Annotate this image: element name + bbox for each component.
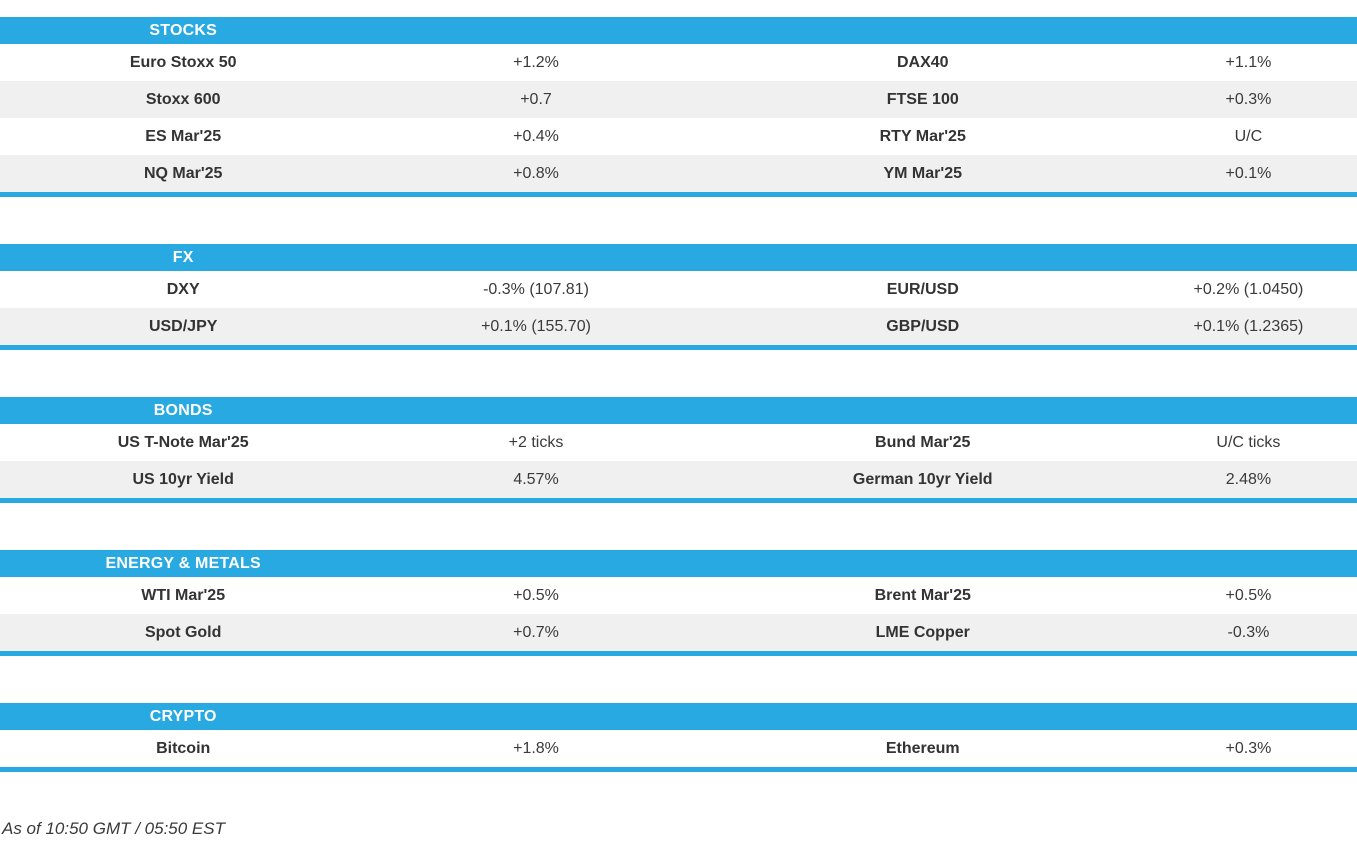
- instrument-value: +0.1% (155.70): [481, 317, 591, 335]
- instrument-label: Euro Stoxx 50: [129, 53, 237, 71]
- instrument-label: GBP/USD: [886, 317, 960, 335]
- instrument-label: DAX40: [896, 53, 949, 71]
- instrument-value: -0.3%: [1227, 623, 1270, 641]
- instrument-value: +0.5%: [1225, 586, 1272, 604]
- table-row: USD/JPY +0.1% (155.70) GBP/USD +0.1% (1.…: [0, 308, 1357, 345]
- instrument-label: Brent Mar'25: [874, 586, 971, 604]
- instrument-label: EUR/USD: [886, 280, 959, 298]
- instrument-value: U/C ticks: [1216, 433, 1281, 451]
- section-header-fx: FX: [0, 244, 1357, 271]
- section-header-energy-metals: ENERGY & METALS: [0, 550, 1357, 577]
- table-row: Stoxx 600 +0.7 FTSE 100 +0.3%: [0, 81, 1357, 118]
- section-underline: [0, 345, 1357, 350]
- table-row: NQ Mar'25 +0.8% YM Mar'25 +0.1%: [0, 155, 1357, 192]
- instrument-value: +0.5%: [513, 586, 559, 604]
- instrument-value: -0.3% (107.81): [483, 280, 589, 298]
- instrument-label: Bund Mar'25: [875, 433, 971, 451]
- section-stocks: STOCKS Euro Stoxx 50 +1.2% DAX40 +1.1% S…: [0, 17, 1357, 197]
- table-row: Bitcoin +1.8% Ethereum +0.3%: [0, 730, 1357, 767]
- section-fx: FX DXY -0.3% (107.81) EUR/USD +0.2% (1.0…: [0, 244, 1357, 350]
- instrument-value: +1.8%: [513, 739, 559, 757]
- section-underline: [0, 651, 1357, 656]
- instrument-value: +0.7: [520, 90, 552, 108]
- instrument-value: +0.2% (1.0450): [1193, 280, 1304, 298]
- table-row: WTI Mar'25 +0.5% Brent Mar'25 +0.5%: [0, 577, 1357, 614]
- instrument-value: +0.7%: [513, 623, 559, 641]
- section-underline: [0, 192, 1357, 197]
- instrument-label: USD/JPY: [148, 317, 218, 335]
- instrument-value: +0.3%: [1225, 739, 1272, 757]
- instrument-label: NQ Mar'25: [143, 164, 223, 182]
- instrument-label: Stoxx 600: [145, 90, 221, 108]
- instrument-value: +0.8%: [513, 164, 559, 182]
- timestamp-note: As of 10:50 GMT / 05:50 EST: [2, 819, 225, 838]
- table-row: ES Mar'25 +0.4% RTY Mar'25 U/C: [0, 118, 1357, 155]
- section-header-bonds: BONDS: [0, 397, 1357, 424]
- instrument-label: DXY: [166, 280, 200, 298]
- table-row: US T-Note Mar'25 +2 ticks Bund Mar'25 U/…: [0, 424, 1357, 461]
- section-header-crypto: CRYPTO: [0, 703, 1357, 730]
- instrument-label: US T-Note Mar'25: [117, 433, 249, 451]
- instrument-label: WTI Mar'25: [141, 586, 226, 604]
- instrument-label: US 10yr Yield: [132, 470, 234, 488]
- section-title: STOCKS: [149, 21, 217, 39]
- instrument-value: +1.2%: [513, 53, 559, 71]
- instrument-value: U/C: [1234, 127, 1263, 145]
- section-header-stocks: STOCKS: [0, 17, 1357, 44]
- instrument-value: +0.1%: [1225, 164, 1272, 182]
- table-row: Spot Gold +0.7% LME Copper -0.3%: [0, 614, 1357, 651]
- instrument-value: +0.1% (1.2365): [1193, 317, 1304, 335]
- instrument-label: ES Mar'25: [145, 127, 222, 145]
- instrument-label: LME Copper: [875, 623, 970, 641]
- section-title: CRYPTO: [149, 707, 217, 725]
- instrument-label: Bitcoin: [156, 739, 211, 757]
- table-row: Euro Stoxx 50 +1.2% DAX40 +1.1%: [0, 44, 1357, 81]
- table-row: DXY -0.3% (107.81) EUR/USD +0.2% (1.0450…: [0, 271, 1357, 308]
- instrument-label: German 10yr Yield: [852, 470, 993, 488]
- section-underline: [0, 498, 1357, 503]
- section-crypto: CRYPTO Bitcoin +1.8% Ethereum +0.3%: [0, 703, 1357, 772]
- section-underline: [0, 767, 1357, 772]
- section-energy-metals: ENERGY & METALS WTI Mar'25 +0.5% Brent M…: [0, 550, 1357, 656]
- section-bonds: BONDS US T-Note Mar'25 +2 ticks Bund Mar…: [0, 397, 1357, 503]
- instrument-value: +1.1%: [1225, 53, 1272, 71]
- instrument-value: 4.57%: [513, 470, 559, 488]
- instrument-label: RTY Mar'25: [879, 127, 966, 145]
- instrument-label: Ethereum: [885, 739, 960, 757]
- instrument-label: FTSE 100: [886, 90, 959, 108]
- instrument-label: YM Mar'25: [883, 164, 962, 182]
- instrument-value: +2 ticks: [508, 433, 564, 451]
- instrument-value: +0.4%: [513, 127, 559, 145]
- instrument-value: 2.48%: [1225, 470, 1272, 488]
- section-title: BONDS: [153, 401, 213, 419]
- instrument-value: +0.3%: [1225, 90, 1272, 108]
- section-title: FX: [172, 248, 194, 266]
- section-title: ENERGY & METALS: [105, 554, 261, 572]
- instrument-label: Spot Gold: [144, 623, 222, 641]
- table-row: US 10yr Yield 4.57% German 10yr Yield 2.…: [0, 461, 1357, 498]
